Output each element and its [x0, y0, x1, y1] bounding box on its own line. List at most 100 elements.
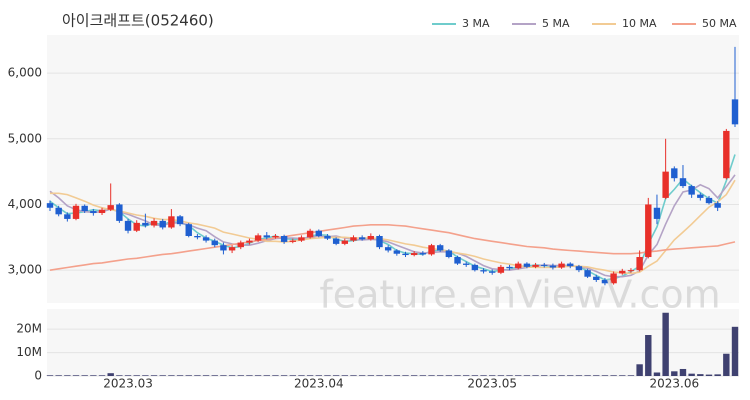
candle-body — [506, 266, 513, 269]
volume-bar — [705, 374, 713, 376]
candle-body — [64, 214, 71, 219]
volume-bar — [324, 375, 331, 376]
x-tick-label: 2023.06 — [649, 377, 699, 391]
volume-bar — [489, 375, 496, 376]
price-panel — [47, 35, 739, 303]
candle-body — [254, 235, 262, 241]
candle-body — [428, 245, 435, 255]
candle-body — [410, 253, 418, 256]
volume-bar — [688, 373, 695, 376]
candle-body — [298, 237, 305, 241]
candle-body — [194, 236, 201, 238]
volume-bar — [272, 375, 279, 376]
volume-bar — [636, 364, 643, 376]
volume-bar — [567, 375, 574, 376]
candle-body — [471, 264, 479, 271]
volume-bar — [731, 326, 739, 376]
candle-body — [350, 237, 357, 241]
candle-body — [653, 207, 661, 219]
volume-bar — [454, 375, 461, 376]
candle-body — [46, 203, 54, 208]
volume-bar — [194, 375, 201, 376]
volume-bar — [168, 375, 175, 376]
volume-bar — [211, 375, 218, 376]
candle-body — [124, 220, 132, 231]
candle-body — [98, 209, 106, 214]
volume-bar — [515, 375, 522, 376]
candle-body — [393, 250, 401, 254]
volume-bar — [445, 375, 453, 376]
volume-bar — [584, 375, 591, 376]
volume-bar — [64, 375, 71, 376]
candle-body — [714, 203, 721, 208]
volume-bar — [46, 375, 54, 376]
candle-body — [116, 204, 123, 221]
volume-bar — [90, 375, 97, 376]
ma-line — [49, 224, 736, 271]
candle-body — [463, 263, 470, 265]
candle-body — [211, 240, 218, 246]
candle-body — [679, 178, 687, 187]
volume-bar — [315, 375, 322, 376]
candle-body — [627, 270, 635, 272]
candle-body — [697, 194, 704, 198]
candle-body — [272, 236, 279, 238]
volume-bar — [246, 375, 253, 376]
x-tick-label: 2023.03 — [103, 377, 153, 391]
candle-body — [515, 263, 522, 269]
candle-body — [601, 280, 609, 284]
y-tick-label: 10M — [16, 345, 42, 359]
candle-body — [324, 236, 331, 239]
y-tick-label: 6,000 — [8, 66, 42, 80]
candle-body — [619, 270, 626, 274]
volume-bar — [133, 375, 140, 376]
y-tick-label: 20M — [16, 322, 42, 336]
candle-body — [705, 197, 713, 204]
x-tick-label: 2023.05 — [467, 377, 517, 391]
volume-bar — [601, 375, 609, 376]
volume-bar — [332, 375, 340, 376]
volume-bar — [671, 371, 678, 376]
volume-bar — [393, 375, 401, 376]
candle-body — [593, 276, 600, 281]
volume-bar — [558, 375, 565, 376]
candle-body — [228, 247, 236, 251]
candle-body — [263, 235, 270, 238]
volume-bar — [72, 375, 80, 376]
volume-bar — [419, 375, 427, 376]
candle-body — [289, 240, 296, 242]
candle-body — [176, 216, 184, 225]
candle-body — [159, 220, 166, 228]
candle-body — [645, 204, 652, 258]
volume-bar — [263, 375, 270, 376]
volume-bar — [55, 375, 62, 376]
candle-body — [558, 263, 565, 268]
volume-bar — [176, 375, 184, 376]
volume-bar — [358, 375, 366, 376]
candle-body — [688, 186, 695, 195]
volume-bar — [723, 353, 730, 376]
volume-bar — [619, 375, 626, 376]
legend-label: 3 MA — [462, 17, 490, 30]
candle-body — [202, 237, 210, 241]
volume-bar — [81, 375, 88, 376]
candle-body — [237, 242, 244, 248]
candle-body — [549, 265, 557, 268]
volume-bar — [714, 374, 721, 376]
volume-bar — [159, 375, 166, 376]
candle-body — [723, 130, 730, 179]
candle-body — [636, 257, 643, 271]
candle-body — [280, 236, 288, 242]
candle-body — [523, 263, 531, 267]
candle-body — [584, 270, 591, 277]
legend-label: 50 MA — [702, 17, 737, 30]
candle-body — [315, 230, 322, 236]
candle-body — [332, 238, 340, 244]
y-tick-label: 4,000 — [8, 197, 42, 211]
volume-bar — [480, 375, 487, 376]
volume-bar — [142, 375, 149, 376]
candle-body — [671, 168, 678, 179]
y-tick-label: 3,000 — [8, 263, 42, 277]
volume-bar — [541, 375, 548, 376]
candle-body — [532, 264, 539, 267]
